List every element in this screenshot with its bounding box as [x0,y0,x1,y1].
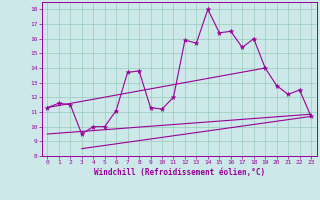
X-axis label: Windchill (Refroidissement éolien,°C): Windchill (Refroidissement éolien,°C) [94,168,265,177]
